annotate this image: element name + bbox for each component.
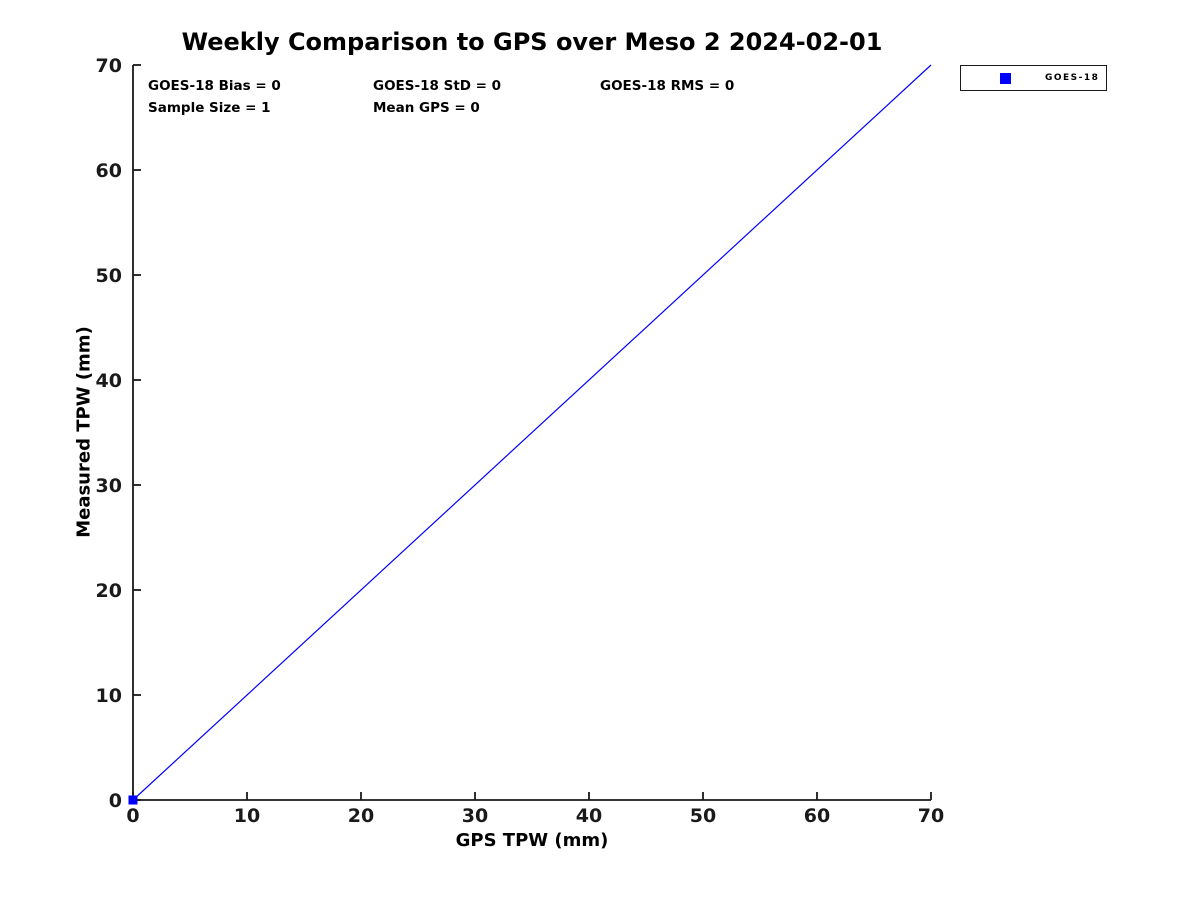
x-tick-label: 20 [348, 805, 374, 827]
y-tick-label: 30 [96, 475, 122, 497]
stat-bias: GOES-18 Bias = 0 [148, 78, 281, 94]
y-tick-label: 10 [96, 685, 122, 707]
stat-std: GOES-18 StD = 0 [373, 78, 502, 94]
legend-box: GOES-18 [960, 65, 1107, 91]
x-tick-label: 40 [576, 805, 602, 827]
legend-square-marker-icon [1000, 72, 1011, 84]
chart-title: Weekly Comparison to GPS over Meso 2 202… [181, 28, 883, 56]
stat-rms: GOES-18 RMS = 0 [600, 78, 735, 94]
y-tick-label: 70 [96, 55, 122, 77]
stat-sample-size: Sample Size = 1 [148, 100, 271, 116]
stat-mean-gps: Mean GPS = 0 [373, 100, 480, 116]
data-line [132, 64, 932, 801]
data-point-marker [128, 795, 138, 805]
y-tick-label: 60 [96, 160, 122, 182]
y-axis-label: Measured TPW (mm) [73, 326, 95, 538]
y-tick-label: 20 [96, 580, 122, 602]
y-tick-label: 40 [96, 370, 122, 392]
legend-entry-label: GOES-18 [1045, 73, 1100, 83]
x-tick-label: 60 [804, 805, 830, 827]
x-tick-label: 50 [690, 805, 716, 827]
x-tick-label: 0 [126, 805, 139, 827]
y-tick-label: 50 [96, 265, 122, 287]
x-tick-label: 30 [462, 805, 488, 827]
x-tick-label: 10 [234, 805, 260, 827]
y-tick-label: 0 [109, 790, 122, 812]
x-axis-label: GPS TPW (mm) [455, 830, 609, 851]
x-tick-label: 70 [918, 805, 944, 827]
